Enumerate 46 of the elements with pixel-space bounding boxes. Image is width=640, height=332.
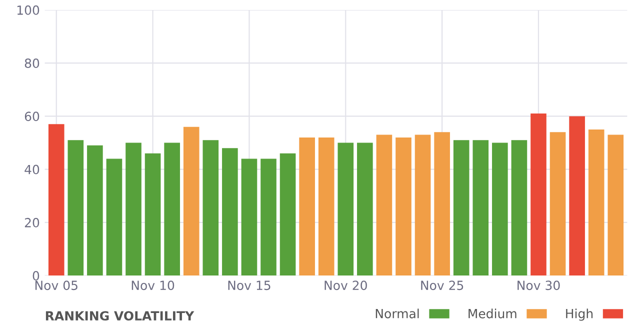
bar [530, 114, 546, 276]
bar [164, 142, 180, 276]
bar [376, 134, 392, 276]
bar [511, 140, 528, 276]
bar [608, 134, 624, 276]
legend-label: Normal [376, 308, 419, 318]
text: RANKING VOLATILITY [46, 311, 194, 321]
bar [414, 134, 431, 276]
bar [550, 132, 566, 276]
bar [222, 148, 238, 276]
x-tick-label: Nov 30 [518, 280, 560, 290]
y-tick-label: 0 [32, 271, 40, 280]
bar [299, 137, 315, 276]
bar [280, 153, 296, 276]
x-tick-label: Nov 15 [228, 280, 270, 290]
bar [453, 140, 470, 276]
bar [357, 142, 373, 276]
bar [492, 142, 508, 276]
bar [87, 145, 103, 276]
x-tick-label: Nov 25 [421, 280, 464, 290]
bar [126, 142, 142, 276]
bar [144, 153, 161, 276]
y-tick-label: 40 [24, 164, 40, 174]
bar [183, 126, 200, 276]
legend-label: High [566, 308, 593, 321]
bar [68, 140, 84, 276]
y-tick-label: 20 [24, 218, 40, 228]
bar [202, 140, 219, 276]
bar [472, 140, 489, 276]
bar [338, 142, 354, 276]
bar [434, 132, 450, 276]
bar [106, 158, 122, 276]
y-tick-label: 100 [17, 5, 40, 15]
bar [260, 158, 276, 276]
x-tick-label: Nov 05 [35, 280, 78, 290]
bar [396, 137, 412, 276]
bar [241, 158, 258, 276]
y-tick-label: 80 [24, 58, 40, 68]
bar [48, 124, 64, 276]
bar [318, 137, 334, 276]
bar [569, 116, 585, 276]
x-tick-label: Nov 20 [324, 280, 367, 290]
bar [588, 129, 604, 276]
legend-label: Medium [468, 308, 516, 318]
y-tick-label: 60 [24, 112, 40, 122]
x-tick-label: Nov 10 [132, 280, 174, 290]
